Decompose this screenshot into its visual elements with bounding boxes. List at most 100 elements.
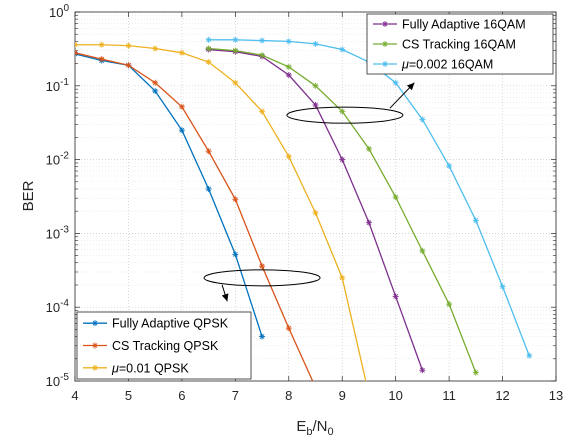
marker-stroke	[126, 62, 131, 68]
data-point	[152, 79, 159, 86]
legend-swatch-marker	[382, 61, 388, 67]
marker-stroke	[259, 38, 265, 43]
marker-stroke	[313, 210, 318, 216]
data-point	[365, 219, 372, 226]
data-point	[472, 369, 479, 376]
data-point	[205, 45, 212, 52]
marker-stroke	[206, 186, 212, 192]
data-point	[205, 36, 212, 43]
data-point	[312, 82, 319, 89]
legend-label-symbol: μ	[401, 58, 409, 72]
y-tick-exponent: -1	[60, 77, 69, 88]
legend-label-text: =0.01 QPSK	[119, 361, 189, 375]
marker-stroke	[393, 194, 399, 200]
legend-label-text: =0.002 16QAM	[409, 58, 493, 72]
marker-stroke	[179, 104, 185, 110]
data-point	[259, 333, 266, 340]
marker-stroke	[75, 44, 78, 48]
series-line	[75, 52, 314, 381]
marker-stroke	[313, 102, 318, 108]
data-point	[178, 103, 185, 110]
data-point	[205, 148, 212, 155]
legend-label: μ=0.002 16QAM	[401, 58, 493, 72]
x-tick-label: 8	[285, 388, 292, 403]
x-tick-labels: 4 5 6 7 8 9 10 11 12 13	[71, 388, 563, 403]
data-point	[285, 63, 292, 70]
legend-item: μ=0.01 QPSK	[83, 361, 189, 375]
y-tick-exponent: -4	[60, 298, 69, 309]
y-tick-label: 10-1	[46, 77, 70, 94]
y-tick-base: 10	[46, 300, 60, 315]
marker-stroke	[75, 42, 78, 46]
legend-box	[366, 13, 554, 75]
y-axis-title: BER	[20, 180, 37, 211]
marker-stroke	[152, 46, 158, 51]
marker-stroke	[126, 43, 131, 49]
data-point	[312, 209, 319, 216]
data-point	[259, 263, 266, 270]
marker-stroke	[232, 48, 238, 54]
data-point	[526, 352, 533, 359]
marker-stroke	[232, 196, 238, 202]
legend-item: Fully Adaptive QPSK	[83, 317, 229, 331]
marker-stroke	[339, 47, 345, 52]
x-axis-title-sub1: b	[306, 426, 312, 438]
legend-swatch-marker	[92, 320, 98, 327]
annotation-16qam	[286, 82, 415, 124]
marker-stroke	[75, 53, 78, 57]
marker-stroke	[393, 80, 399, 86]
annotation-arrowhead	[221, 293, 229, 302]
series-mu-0-01-qpsk	[75, 41, 367, 381]
y-tick-exponent: -2	[60, 151, 69, 162]
annotation-ellipse	[203, 269, 321, 287]
x-axis-title-sub2: 0	[328, 426, 334, 438]
marker-stroke	[366, 220, 372, 226]
data-point	[232, 47, 239, 54]
marker-stroke	[99, 42, 105, 48]
data-point	[392, 194, 399, 201]
x-tick-label: 5	[125, 388, 132, 403]
data-point	[339, 108, 346, 115]
marker-stroke	[92, 343, 98, 348]
series-line	[75, 53, 263, 337]
marker-stroke	[419, 117, 425, 122]
marker-stroke	[179, 127, 185, 133]
data-point	[419, 116, 426, 123]
marker-stroke	[286, 64, 292, 70]
marker-stroke	[382, 61, 388, 67]
data-point	[419, 247, 426, 254]
legend-label-text: Fully Adaptive QPSK	[112, 317, 229, 331]
marker-stroke	[339, 108, 345, 114]
data-point	[392, 293, 399, 300]
marker-stroke	[339, 157, 345, 163]
marker-stroke	[526, 353, 532, 359]
legend-label: CS Tracking QPSK	[112, 339, 219, 353]
marker-stroke	[232, 37, 238, 43]
data-point	[472, 217, 479, 224]
series-cs-tracking-16qam	[205, 45, 479, 376]
data-point	[259, 108, 266, 115]
x-tick-label: 13	[549, 388, 563, 403]
data-point	[446, 301, 453, 308]
series-line	[75, 44, 367, 381]
legend-item: Fully Adaptive 16QAM	[373, 18, 526, 32]
y-tick-exponent: -3	[60, 224, 69, 235]
data-point	[125, 42, 132, 49]
marker-stroke	[446, 301, 452, 307]
data-point	[75, 49, 78, 56]
legend-label-text: CS Tracking 16QAM	[402, 38, 516, 52]
legend-swatch-marker	[92, 364, 98, 371]
data-point	[392, 79, 399, 86]
data-point	[365, 145, 372, 152]
data-point	[259, 37, 266, 44]
marker-stroke	[206, 148, 212, 154]
y-tick-label: 10-3	[46, 224, 70, 241]
marker-stroke	[232, 251, 238, 257]
marker-stroke	[313, 83, 318, 89]
annotation-layer	[203, 82, 415, 302]
data-point	[152, 45, 159, 52]
x-axis-title-slash: /N	[313, 418, 328, 435]
marker-stroke	[75, 50, 78, 54]
marker-stroke	[393, 293, 399, 299]
